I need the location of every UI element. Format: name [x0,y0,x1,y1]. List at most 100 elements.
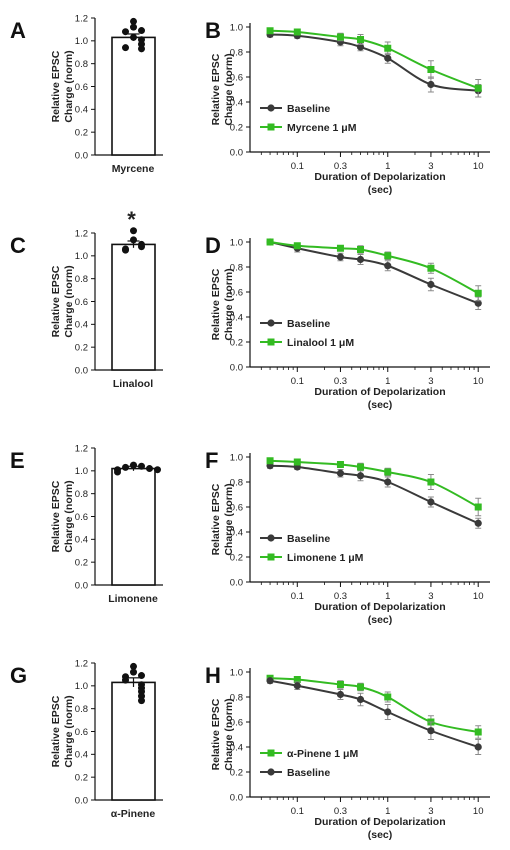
x-tick-label: 0.3 [334,806,347,817]
x-tick-label: 0.1 [291,161,304,172]
data-point [122,44,129,52]
y-tick-label: 1.2 [75,228,88,239]
x-axis-label: Duration of Depolarization [314,601,445,613]
y-tick-label: 0.4 [230,527,243,538]
x-tick-label: 0.1 [291,376,304,387]
y-tick-label: 1.0 [230,667,243,678]
data-point [130,668,137,676]
data-point [427,280,435,289]
y-tick-label: 1.0 [75,466,88,477]
y-tick-label: 0.8 [230,477,243,488]
y-axis-label: Charge (norm) [63,265,75,337]
y-tick-label: 0.4 [230,97,243,108]
data-point [357,246,365,253]
data-point [336,253,345,261]
data-point [138,672,145,680]
data-point [130,662,137,670]
y-tick-label: 1.2 [75,443,88,454]
y-tick-label: 0.8 [230,262,243,273]
bar [111,681,156,801]
y-tick-label: 0.6 [230,717,243,728]
legend-marker [267,123,275,131]
series-treatment: Limonene 1 μM [260,457,482,564]
x-tick-label: 10 [473,591,484,602]
legend-marker [267,338,275,346]
y-tick-label: 0.6 [230,72,243,83]
y-axis-label: Charge (norm) [223,483,235,555]
x-tick-label: 3 [428,591,433,602]
y-tick-label: 0.8 [230,47,243,58]
series-line [270,464,479,525]
y-tick-label: 1.0 [230,22,243,33]
data-point [146,465,153,473]
data-point [427,478,435,486]
panel-E: E 0.0 0.2 0.4 0.6 0.8 1.0 1.2 Relative EPSC Charg… [10,443,163,605]
x-axis-label: Duration of Depolarization [314,171,445,183]
data-point [130,17,137,25]
legend-label: Linalool 1 μM [287,337,354,349]
x-tick-label: 10 [473,806,484,817]
data-point [356,695,365,704]
data-point [474,289,482,297]
legend-label: Myrcene 1 μM [287,122,357,134]
panel-A: A 0.0 0.2 0.4 0.6 0.8 1.0 1.2 Relative EPSC Charg… [10,13,163,175]
panel-C: C 0.0 0.2 0.4 0.6 0.8 1.0 1.2 Relative EPSC Charg… [10,207,163,390]
category-label: Myrcene [112,163,155,175]
y-tick-label: 0.6 [230,287,243,298]
y-tick-label: 0.2 [230,337,243,348]
y-tick-label: 0.2 [75,127,88,138]
x-tick-label: 1 [385,591,390,602]
data-point [357,36,365,43]
legend-marker [267,768,275,776]
x-tick-label: 3 [428,161,433,172]
data-point [293,458,301,466]
series-treatment: α-Pinene 1 μM [260,674,482,760]
y-tick-label: 1.0 [75,251,88,262]
data-point [336,690,345,699]
data-point [266,457,274,465]
x-tick-label: 10 [473,376,484,387]
panel-label: A [10,18,26,43]
x-tick-label: 0.3 [334,376,347,387]
category-label: α-Pinene [111,808,156,820]
y-tick-label: 0.0 [230,792,243,803]
data-point [384,478,392,486]
y-tick-label: 1.0 [230,452,243,463]
x-axis-label: Duration of Depolarization [314,386,445,398]
panel-B: B 0.0 0.2 0.4 0.6 0.8 1.0 0.1 0.3 1 3 10 Duration of… [205,18,490,196]
y-tick-label: 1.0 [75,36,88,47]
data-point [130,236,137,244]
y-axis-label: Charge (norm) [63,50,75,122]
panel-D: D 0.0 0.2 0.4 0.6 0.8 1.0 0.1 0.3 1 3 10 Duration of… [205,233,490,411]
bar [111,467,156,586]
y-tick-label: 0.0 [75,150,88,161]
legend-marker [267,104,275,112]
data-point [138,462,145,470]
data-point [356,255,365,264]
y-tick-label: 0.6 [75,512,88,523]
data-point [130,461,137,469]
panel-label: E [10,448,25,473]
y-axis-label: Relative EPSC [210,698,222,770]
data-point [293,676,301,683]
y-axis-label: Relative EPSC [50,265,62,337]
y-tick-label: 0.4 [75,320,88,331]
data-point [427,264,435,272]
y-tick-label: 0.0 [75,580,88,591]
data-point [427,727,435,735]
panel-label: B [205,18,221,43]
y-axis-label: Relative EPSC [50,480,62,552]
panel-label: D [205,233,221,258]
legend-marker [267,319,275,327]
x-tick-label: 0.1 [291,591,304,602]
y-tick-label: 0.6 [230,502,243,513]
y-tick-label: 0.2 [75,557,88,568]
legend-marker [267,534,275,542]
x-axis-label: Duration of Depolarization [314,816,445,828]
legend-label: Limonene 1 μM [287,552,364,564]
x-tick-label: 1 [385,376,390,387]
x-tick-label: 0.1 [291,806,304,817]
data-point [336,33,344,41]
data-point [336,469,345,477]
